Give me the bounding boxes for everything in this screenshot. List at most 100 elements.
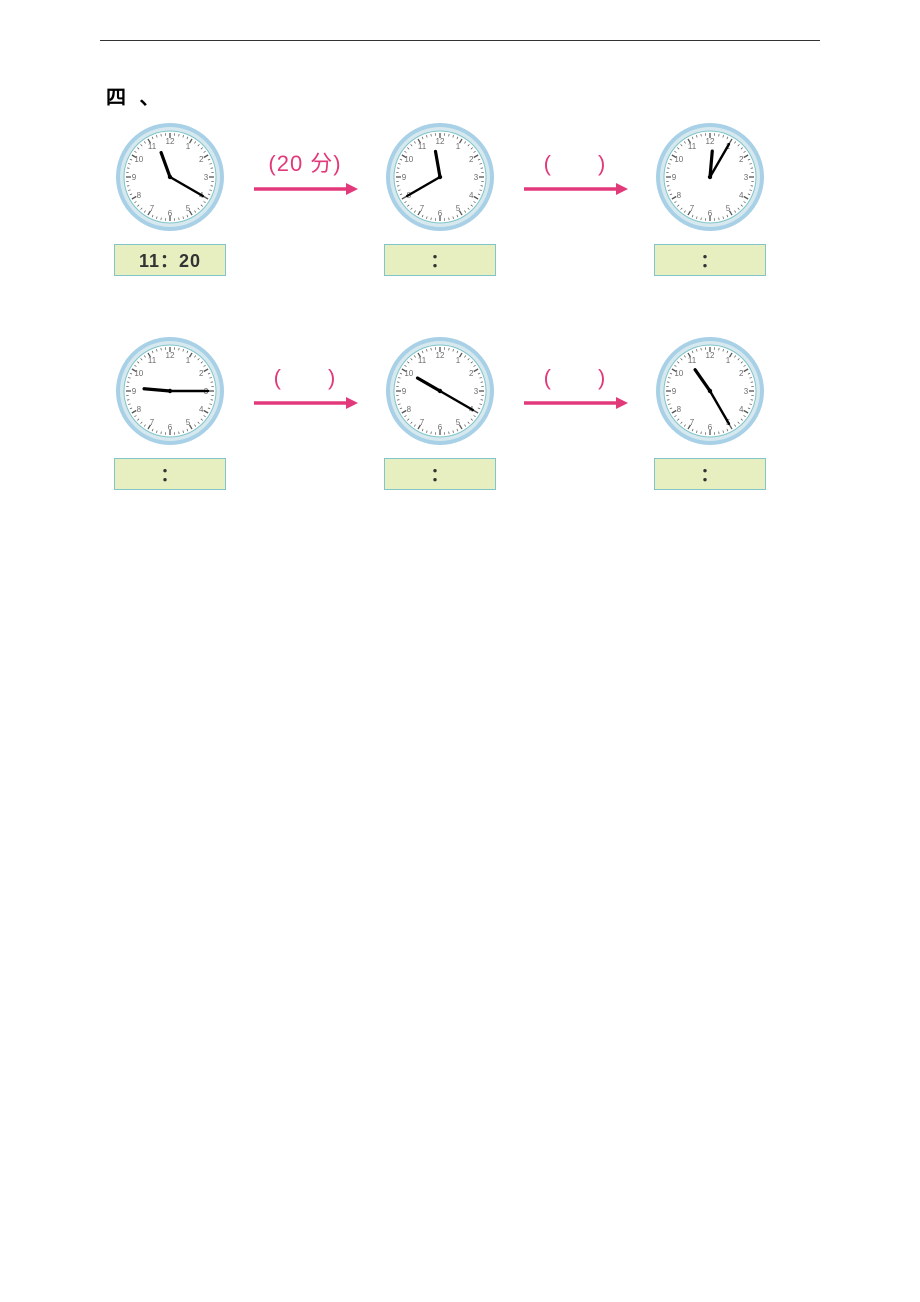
answer-box[interactable]: ：	[114, 458, 226, 490]
svg-text:4: 4	[469, 191, 474, 200]
svg-text:9: 9	[132, 173, 137, 182]
svg-text:12: 12	[436, 137, 445, 146]
answer-box[interactable]: ：	[654, 458, 766, 490]
clock-face-svg: 123456789101112	[385, 336, 495, 446]
clock-face-svg: 123456789101112	[385, 122, 495, 232]
svg-text:3: 3	[474, 387, 479, 396]
clock-column: 12345678910111211：20	[100, 122, 240, 276]
arrow-icon	[520, 394, 630, 412]
svg-text:6: 6	[168, 209, 173, 218]
clock-column: 123456789101112：	[640, 122, 780, 276]
svg-text:11: 11	[148, 356, 157, 365]
svg-text:5: 5	[456, 204, 461, 213]
clock-column: 123456789101112：	[100, 336, 240, 490]
svg-text:6: 6	[708, 209, 713, 218]
svg-text:10: 10	[404, 155, 413, 164]
arrow-label: (20 分)	[268, 146, 341, 178]
hour-hand	[144, 389, 170, 391]
svg-text:1: 1	[186, 142, 191, 151]
svg-text:8: 8	[677, 191, 682, 200]
svg-text:8: 8	[407, 405, 412, 414]
svg-text:3: 3	[204, 173, 209, 182]
arrow-column: ( )	[510, 122, 640, 198]
svg-text:12: 12	[706, 137, 715, 146]
svg-text:11: 11	[148, 142, 157, 151]
arrow-icon	[250, 180, 360, 198]
svg-text:3: 3	[474, 173, 479, 182]
svg-text:4: 4	[739, 405, 744, 414]
svg-text:9: 9	[402, 387, 407, 396]
svg-text:10: 10	[674, 155, 683, 164]
svg-text:5: 5	[186, 418, 191, 427]
svg-text:9: 9	[672, 173, 677, 182]
svg-text:7: 7	[690, 204, 695, 213]
clock-face-svg: 123456789101112	[115, 122, 225, 232]
svg-text:2: 2	[469, 155, 474, 164]
answer-box[interactable]: ：	[384, 244, 496, 276]
svg-text:11: 11	[418, 142, 427, 151]
svg-text:8: 8	[137, 405, 142, 414]
svg-text:8: 8	[137, 191, 142, 200]
clock-face-svg: 123456789101112	[655, 122, 765, 232]
svg-text:10: 10	[134, 369, 143, 378]
svg-text:2: 2	[739, 155, 744, 164]
clock-column: 123456789101112：	[370, 122, 510, 276]
svg-text:4: 4	[739, 191, 744, 200]
horizontal-rule-top	[100, 40, 820, 41]
arrow-column: (20 分)	[240, 122, 370, 198]
svg-text:2: 2	[469, 369, 474, 378]
answer-box[interactable]: ：	[384, 458, 496, 490]
svg-text:7: 7	[150, 418, 155, 427]
page: 四 、 12345678910111211：20(20 分)1234567891…	[0, 0, 920, 590]
answer-box[interactable]: 11：20	[114, 244, 226, 276]
answer-box[interactable]: ：	[654, 244, 766, 276]
svg-text:2: 2	[199, 155, 204, 164]
svg-text:7: 7	[420, 418, 425, 427]
svg-text:10: 10	[404, 369, 413, 378]
svg-text:6: 6	[708, 423, 713, 432]
clock-column: 123456789101112：	[640, 336, 780, 490]
arrow-label: ( )	[274, 360, 337, 392]
svg-text:9: 9	[402, 173, 407, 182]
arrow-column: ( )	[240, 336, 370, 412]
section-title: 四 、	[106, 81, 820, 110]
svg-text:11: 11	[688, 142, 697, 151]
svg-text:7: 7	[690, 418, 695, 427]
svg-text:9: 9	[672, 387, 677, 396]
svg-text:1: 1	[456, 142, 461, 151]
svg-text:10: 10	[674, 369, 683, 378]
svg-text:3: 3	[744, 387, 749, 396]
svg-text:6: 6	[438, 209, 443, 218]
svg-text:2: 2	[739, 369, 744, 378]
rows-container: 12345678910111211：20(20 分)12345678910111…	[100, 122, 820, 490]
clock-row: 12345678910111211：20(20 分)12345678910111…	[100, 122, 820, 276]
svg-text:2: 2	[199, 369, 204, 378]
svg-text:12: 12	[166, 137, 175, 146]
clock-face-svg: 123456789101112	[115, 336, 225, 446]
arrow-icon	[520, 180, 630, 198]
svg-text:10: 10	[134, 155, 143, 164]
clock-column: 123456789101112：	[370, 336, 510, 490]
svg-text:4: 4	[199, 405, 204, 414]
arrow-label: ( )	[544, 146, 607, 178]
svg-text:6: 6	[438, 423, 443, 432]
clock-face-svg: 123456789101112	[655, 336, 765, 446]
clock-row: 123456789101112：( )123456789101112：( )12…	[100, 336, 820, 490]
svg-text:12: 12	[436, 351, 445, 360]
svg-text:8: 8	[677, 405, 682, 414]
arrow-column: ( )	[510, 336, 640, 412]
svg-text:11: 11	[418, 356, 427, 365]
svg-text:9: 9	[132, 387, 137, 396]
svg-text:5: 5	[726, 204, 731, 213]
svg-text:5: 5	[186, 204, 191, 213]
svg-text:12: 12	[706, 351, 715, 360]
arrow-label: ( )	[544, 360, 607, 392]
arrow-icon	[250, 394, 360, 412]
svg-text:12: 12	[166, 351, 175, 360]
svg-text:1: 1	[456, 356, 461, 365]
svg-text:7: 7	[420, 204, 425, 213]
svg-text:3: 3	[744, 173, 749, 182]
svg-text:5: 5	[456, 418, 461, 427]
svg-text:11: 11	[688, 356, 697, 365]
svg-text:6: 6	[168, 423, 173, 432]
